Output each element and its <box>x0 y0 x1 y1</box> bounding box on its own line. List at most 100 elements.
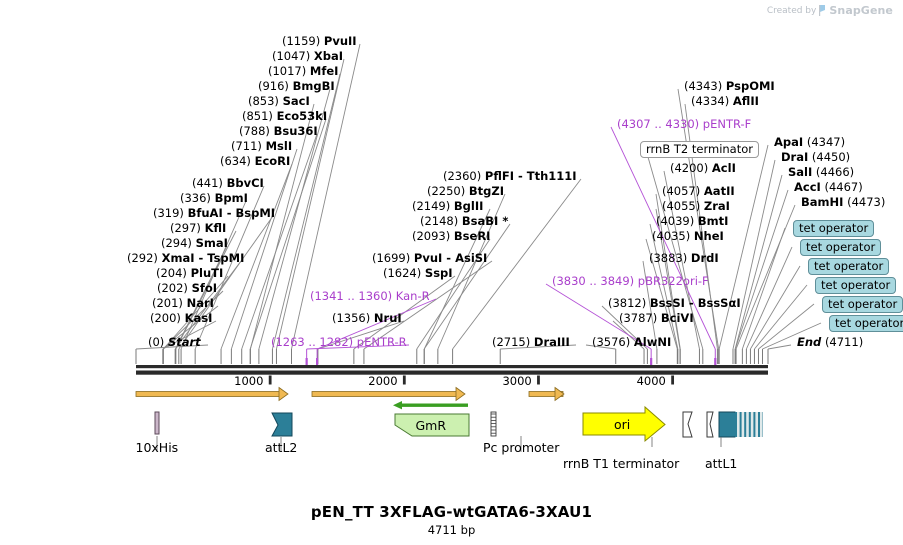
leader-line <box>452 178 582 350</box>
leader-line <box>734 189 789 350</box>
enzyme-label-kasi[interactable]: (200) KasI <box>150 311 213 325</box>
enzyme-label-nhei[interactable]: (4035) NheI <box>652 229 724 243</box>
enzyme-label-alwni[interactable]: (3576) AlwNI <box>592 335 672 349</box>
enzyme-label-pluti[interactable]: (204) PluTI <box>156 266 224 280</box>
end-label[interactable]: End (4711) <box>797 335 864 349</box>
enzyme-label-saci[interactable]: (853) SacI <box>248 94 310 108</box>
enzyme-label-bfuai[interactable]: (319) BfuAI - BspMI <box>153 206 276 220</box>
leader-line <box>175 230 237 350</box>
leader-line <box>610 126 716 350</box>
feature-label-tet-operator-6[interactable]: tet operator <box>829 315 903 332</box>
enzyme-label-acci[interactable]: AccI (4467) <box>794 180 863 194</box>
enzyme-label-bbvci[interactable]: (441) BbvCI <box>192 176 264 190</box>
enzyme-label-aflii[interactable]: (4334) AflII <box>691 94 759 108</box>
feature-label-tet-operator-1[interactable]: tet operator <box>793 220 875 237</box>
feature-small-terminator[interactable] <box>706 411 714 438</box>
enzyme-label-pvuii[interactable]: (1159) PvuII <box>282 34 357 48</box>
enzyme-label-pflfi[interactable]: (2360) PflFI - Tth111I <box>443 169 577 183</box>
watermark-created-by: Created by <box>766 5 817 16</box>
plasmid-title: pEN_TT 3XFLAG-wtGATA6-3XAU1 <box>310 503 593 521</box>
enzyme-label-drai[interactable]: DraI (4450) <box>781 150 851 164</box>
feature-attl2[interactable] <box>271 412 293 437</box>
feature-tet-operators[interactable] <box>735 412 763 437</box>
enzyme-label-nrui[interactable]: (1356) NruI <box>332 311 402 325</box>
enzyme-label-xmai[interactable]: (292) XmaI - TspMI <box>127 251 245 265</box>
feature-track-label-10xhis: 10xHis <box>135 440 179 455</box>
leader-line <box>178 215 274 350</box>
feature-pc-promoter[interactable] <box>490 411 497 437</box>
enzyme-label-eco53ki[interactable]: (851) Eco53kI <box>242 109 328 123</box>
enzyme-label-apai[interactable]: ApaI (4347) <box>774 135 846 149</box>
enzyme-label-bsabi[interactable]: (2148) BsaBI * <box>420 214 509 228</box>
enzyme-label-kfli[interactable]: (297) KflI <box>170 221 227 235</box>
enzyme-label-bamhi[interactable]: BamHI (4473) <box>801 195 886 209</box>
enzyme-label-pspomi[interactable]: (4343) PspOMI <box>684 79 775 93</box>
leader-line <box>230 148 298 350</box>
leader-line <box>735 204 796 350</box>
enzyme-label-bseri[interactable]: (2093) BseRI <box>412 229 491 243</box>
leader-line <box>500 344 577 350</box>
leader-line <box>423 208 491 350</box>
primer-label-kan-r[interactable]: (1341 .. 1360) Kan-R <box>310 289 430 303</box>
feature-marker-purple <box>650 358 653 365</box>
leader-line <box>249 103 315 350</box>
feature-label-rrnb-t2-terminator[interactable]: rrnB T2 terminator <box>640 141 759 158</box>
leader-line <box>642 260 658 350</box>
enzyme-label-bsu36i[interactable]: (788) Bsu36I <box>239 124 318 138</box>
enzyme-label-bpmi[interactable]: (336) BpmI <box>180 191 248 205</box>
gmr-promoter-bar <box>400 403 468 407</box>
leader-line <box>750 265 801 350</box>
enzyme-label-sspi[interactable]: (1624) SspI <box>383 266 453 280</box>
enzyme-label-sali[interactable]: SalI (4466) <box>788 165 855 179</box>
leader-line <box>163 275 229 350</box>
primer-label-pbr322ori-f[interactable]: (3830 .. 3849) pBR322ori-F <box>552 274 709 288</box>
feature-label-tet-operator-4[interactable]: tet operator <box>815 277 897 294</box>
feature-label-tet-operator-2[interactable]: tet operator <box>800 239 882 256</box>
enzyme-label-bmti[interactable]: (4039) BmtI <box>656 214 729 228</box>
enzyme-label-bmgbi[interactable]: (916) BmgBI <box>258 79 335 93</box>
leader-line <box>316 298 437 350</box>
enzyme-label-sfoi[interactable]: (202) SfoI <box>157 281 218 295</box>
enzyme-label-draiii[interactable]: (2715) DraIII <box>492 335 570 349</box>
enzyme-label-mfei[interactable]: (1017) MfeI <box>268 64 339 78</box>
enzyme-label-xbai[interactable]: (1047) XbaI <box>272 49 344 63</box>
leader-line <box>162 320 217 350</box>
enzyme-label-acli[interactable]: (4200) AclI <box>670 161 736 175</box>
orf-arrow-head <box>554 386 565 402</box>
feature-gmr[interactable] <box>394 413 470 437</box>
leader-line <box>220 163 293 350</box>
enzyme-label-smai[interactable]: (294) SmaI <box>161 236 228 250</box>
ruler-tick <box>268 375 272 385</box>
snapgene-flag-icon <box>819 5 826 16</box>
feature-label-tet-operator-5[interactable]: tet operator <box>822 296 903 313</box>
feature-ori[interactable] <box>582 405 666 443</box>
leader-line <box>762 322 822 350</box>
feature-rrnb-t1-terminator[interactable] <box>682 411 693 438</box>
primer-label-pentr-r[interactable]: (1263 .. 1282) pENTR-R <box>271 335 407 349</box>
enzyme-label-bglii[interactable]: (2149) BglII <box>412 199 484 213</box>
start-label[interactable]: (0) Start <box>148 335 201 349</box>
enzyme-label-btgzi[interactable]: (2250) BtgZI <box>427 184 505 198</box>
enzyme-label-bsssi[interactable]: (3812) BssSI - BssSαI <box>608 296 741 310</box>
leader-line <box>258 88 331 350</box>
feature-10xhis[interactable] <box>154 411 160 435</box>
leader-line <box>649 223 679 350</box>
leader-line <box>317 320 405 350</box>
leader-line <box>276 58 345 350</box>
enzyme-label-zrai[interactable]: (4055) ZraI <box>662 199 730 213</box>
feature-label-tet-operator-3[interactable]: tet operator <box>808 258 890 275</box>
enzyme-label-ecori[interactable]: (634) EcoRI <box>220 154 291 168</box>
enzyme-label-drdi[interactable]: (3883) DrdI <box>649 251 719 265</box>
primer-label-pentr-f[interactable]: (4307 .. 4330) pENTR-F <box>617 117 752 131</box>
enzyme-label-pvui[interactable]: (1699) PvuI - AsiSI <box>372 251 488 265</box>
enzyme-label-bcivi[interactable]: (3787) BciVI <box>619 311 694 325</box>
watermark-brand: SnapGene <box>829 4 893 17</box>
enzyme-label-aatii[interactable]: (4057) AatII <box>662 184 735 198</box>
enzyme-label-msli[interactable]: (711) MslI <box>231 139 293 153</box>
enzyme-label-nari[interactable]: (201) NarI <box>152 296 214 310</box>
leader-line <box>162 290 224 350</box>
feature-track-label-pc-promoter: Pc promoter <box>483 440 560 455</box>
ruler-tick-label: 4000 <box>636 374 666 388</box>
orf-arrow <box>311 386 466 402</box>
leader-line <box>241 133 318 350</box>
